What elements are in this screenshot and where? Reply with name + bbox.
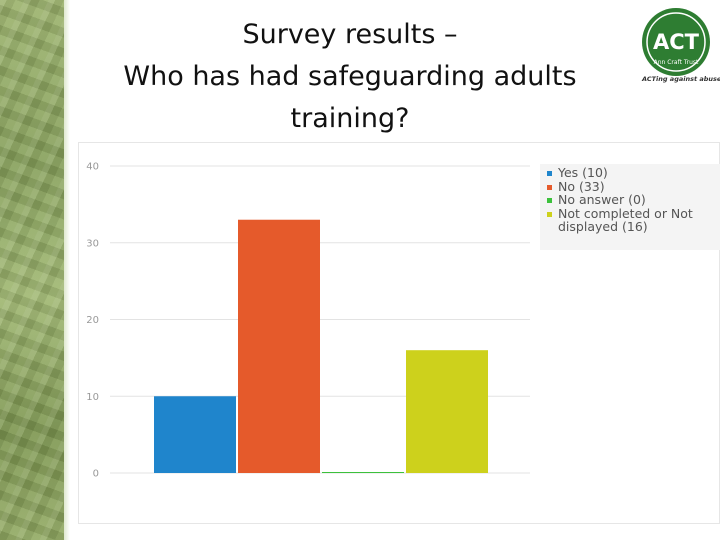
logo-ring-text: Ann Craft Trust: [654, 59, 699, 66]
bar-no-answer: [322, 472, 404, 473]
title-line-3: training?: [290, 103, 410, 134]
y-tick-label: 20: [86, 315, 99, 326]
legend-label-yes: Yes (10): [558, 165, 608, 180]
legend-item-not-completed: Not completed or Not displayed (16): [544, 205, 716, 234]
y-tick-label: 10: [86, 392, 99, 403]
legend-swatch-yes: [547, 171, 552, 176]
logo-text: ACT: [653, 30, 700, 54]
y-tick-label: 40: [86, 162, 99, 173]
chart-legend: Yes (10) No (33) No answer (0) Not compl…: [540, 164, 720, 250]
decorative-left-strip: [0, 0, 64, 540]
slide-title: Survey results – Who has had safeguardin…: [70, 14, 630, 140]
legend-item-yes: Yes (10): [544, 166, 716, 180]
bar-yes: [154, 396, 236, 473]
title-line-1: Survey results –: [242, 19, 458, 50]
y-tick-label: 30: [86, 238, 99, 249]
legend-label-not-completed: Not completed or Not displayed (16): [558, 205, 693, 234]
chart-bars: [154, 219, 488, 473]
logo-tagline: ACTing against abuse: [642, 75, 720, 83]
y-axis-ticks: 0 10 20 30 40: [86, 162, 99, 480]
title-line-2: Who has had safeguarding adults: [123, 61, 577, 92]
legend-swatch-not-completed: [547, 211, 552, 217]
legend-label-no: No (33): [558, 178, 605, 194]
legend-label-no-answer: No answer (0): [558, 192, 646, 207]
decorative-strip-edge: [64, 0, 70, 540]
y-tick-label: 0: [93, 469, 99, 480]
legend-swatch-no: [547, 184, 552, 190]
legend-swatch-no-answer: [547, 198, 552, 203]
bar-no: [238, 219, 320, 473]
legend-item-no-answer: No answer (0): [544, 193, 716, 207]
legend-item-no: No (33): [544, 178, 716, 194]
bar-not-completed-or-not-displayed: [406, 350, 488, 473]
act-logo-icon: ACT Ann Craft Trust: [642, 8, 710, 76]
